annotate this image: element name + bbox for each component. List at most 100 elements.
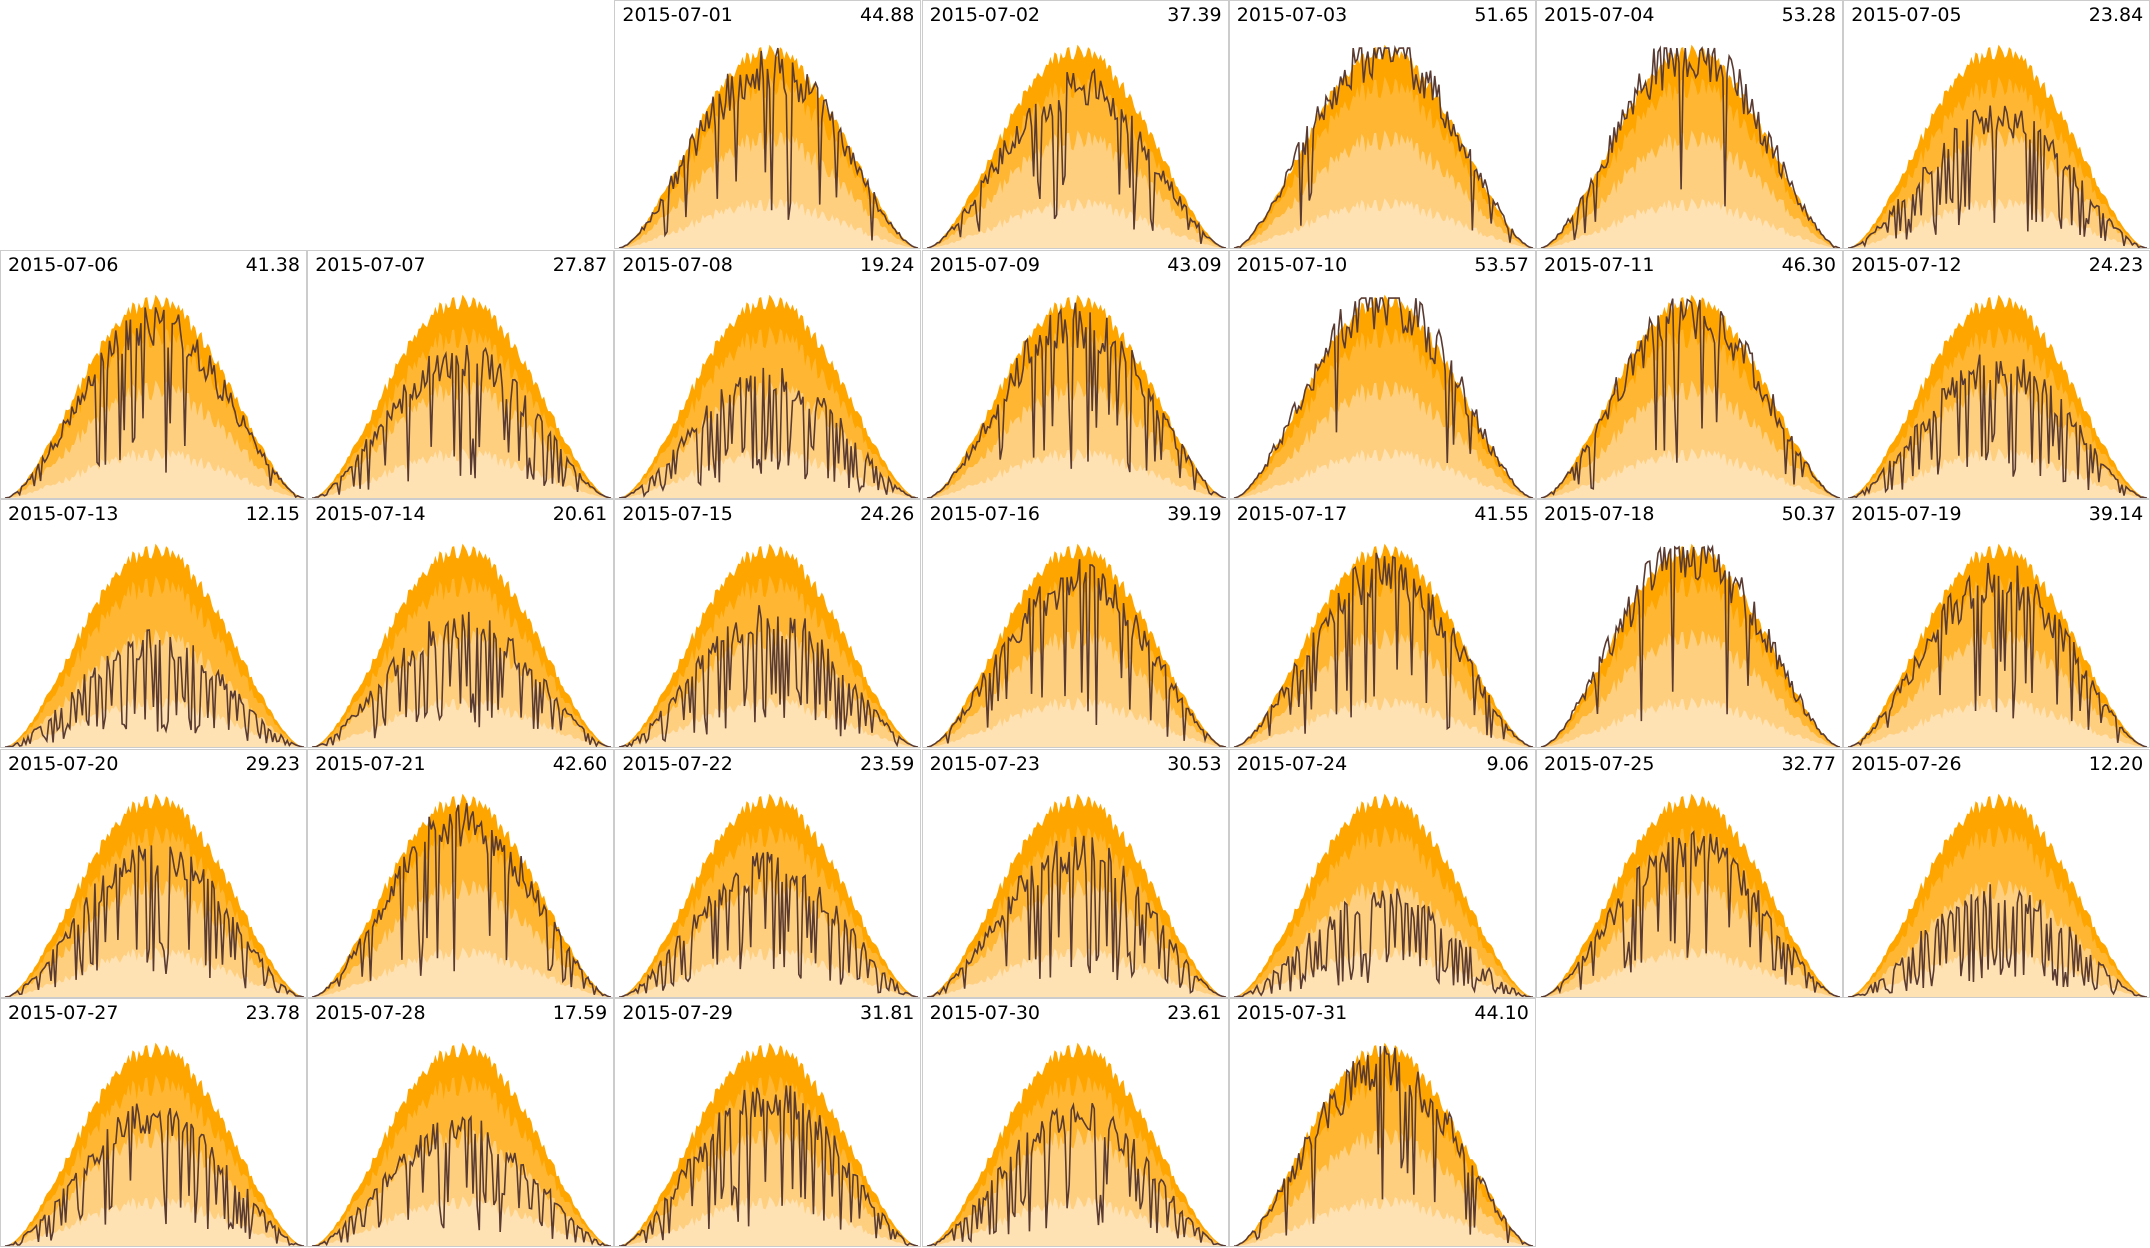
band-lower bbox=[1233, 629, 1533, 747]
day-cell-2015-07-23: 2015-07-23 30.53 bbox=[921, 748, 1229, 998]
production-line bbox=[1233, 887, 1533, 997]
day-chart bbox=[4, 793, 305, 997]
day-total-label: 53.57 bbox=[1474, 253, 1529, 276]
band-inner bbox=[619, 946, 919, 997]
day-chart bbox=[619, 543, 919, 747]
day-total-label: 24.26 bbox=[859, 503, 915, 525]
production-line bbox=[926, 835, 1226, 997]
production-line bbox=[312, 611, 612, 747]
day-chart bbox=[1540, 543, 1841, 747]
day-total-label: 31.81 bbox=[859, 1002, 915, 1024]
day-chart bbox=[926, 44, 1226, 248]
band-lower bbox=[1541, 878, 1840, 997]
day-cell-2015-07-29: 2015-07-29 31.81 bbox=[614, 998, 922, 1247]
band-inner bbox=[5, 447, 304, 498]
day-date-label: 2015-07-10 bbox=[1236, 253, 1348, 276]
production-line bbox=[312, 344, 612, 498]
band-inner bbox=[1233, 198, 1533, 248]
day-total-label: 12.15 bbox=[245, 503, 300, 525]
day-cell-2015-07-20: 2015-07-20 29.23 bbox=[0, 748, 307, 998]
day-date-label: 2015-07-01 bbox=[622, 4, 733, 26]
day-total-label: 39.19 bbox=[1167, 503, 1222, 525]
day-total-label: 29.23 bbox=[245, 752, 300, 775]
day-date-label: 2015-07-04 bbox=[1544, 4, 1655, 26]
production-line bbox=[1848, 354, 2148, 498]
day-cell-2015-07-22: 2015-07-22 23.59 bbox=[614, 748, 922, 998]
day-cell-2015-07-25: 2015-07-25 32.77 bbox=[1536, 748, 1843, 998]
production-line bbox=[926, 68, 1226, 248]
day-total-label: 30.53 bbox=[1167, 752, 1222, 775]
production-line bbox=[1540, 829, 1841, 997]
day-chart bbox=[1233, 543, 1533, 747]
band-inner bbox=[619, 198, 919, 248]
band-inner bbox=[1541, 697, 1840, 747]
day-date-label: 2015-07-20 bbox=[8, 752, 119, 775]
day-cell-2015-07-31: 2015-07-31 44.10 bbox=[1228, 998, 1536, 1247]
day-date-label: 2015-07-14 bbox=[315, 503, 426, 525]
day-chart bbox=[1540, 793, 1841, 997]
band-lower bbox=[619, 1128, 919, 1246]
day-date-label: 2015-07-06 bbox=[8, 253, 119, 276]
production-line bbox=[4, 844, 305, 997]
day-date-label: 2015-07-19 bbox=[1851, 503, 1962, 525]
day-cell-2015-07-07: 2015-07-07 27.87 bbox=[307, 249, 615, 499]
day-cell-2015-07-26: 2015-07-26 12.20 bbox=[1843, 748, 2150, 998]
day-chart bbox=[1540, 44, 1841, 248]
day-chart bbox=[1233, 793, 1533, 997]
band-inner bbox=[1541, 946, 1840, 997]
day-total-label: 20.61 bbox=[552, 503, 608, 525]
band-inner bbox=[5, 697, 304, 747]
day-cell-2015-07-06: 2015-07-06 41.38 bbox=[0, 249, 307, 499]
day-date-label: 2015-07-12 bbox=[1851, 253, 1962, 276]
band-lower bbox=[619, 130, 919, 248]
day-date-label: 2015-07-28 bbox=[315, 1002, 426, 1024]
band-inner bbox=[926, 946, 1226, 997]
day-date-label: 2015-07-27 bbox=[8, 1002, 119, 1024]
band-inner bbox=[312, 1196, 612, 1246]
day-chart bbox=[1540, 294, 1841, 498]
day-cell-2015-07-16: 2015-07-16 39.19 bbox=[921, 499, 1229, 748]
band-lower bbox=[926, 379, 1226, 498]
day-cell-2015-07-27: 2015-07-27 23.78 bbox=[0, 998, 307, 1247]
production-line bbox=[4, 306, 305, 498]
production-line bbox=[1233, 1045, 1533, 1246]
day-total-label: 41.55 bbox=[1474, 503, 1529, 525]
day-date-label: 2015-07-15 bbox=[622, 503, 733, 525]
day-chart bbox=[619, 793, 919, 997]
band-inner bbox=[1233, 1196, 1533, 1246]
day-total-label: 37.39 bbox=[1167, 4, 1222, 26]
band-inner bbox=[926, 697, 1226, 747]
production-line bbox=[312, 802, 612, 997]
band-inner bbox=[1848, 697, 2148, 747]
production-line bbox=[1540, 297, 1841, 498]
day-chart bbox=[312, 543, 612, 747]
day-cell-2015-07-13: 2015-07-13 12.15 bbox=[0, 499, 307, 748]
day-total-label: 12.20 bbox=[2088, 752, 2144, 775]
day-chart bbox=[1848, 543, 2148, 747]
day-date-label: 2015-07-05 bbox=[1851, 4, 1962, 26]
band-lower bbox=[1848, 379, 2148, 498]
band-inner bbox=[619, 447, 919, 498]
day-date-label: 2015-07-07 bbox=[315, 253, 426, 276]
day-cell-2015-07-08: 2015-07-08 19.24 bbox=[614, 249, 922, 499]
day-chart bbox=[926, 294, 1226, 498]
production-line bbox=[619, 851, 919, 997]
day-chart bbox=[4, 294, 305, 498]
band-inner bbox=[312, 946, 612, 997]
day-total-label: 17.59 bbox=[552, 1002, 608, 1024]
day-date-label: 2015-07-24 bbox=[1236, 752, 1348, 775]
production-line bbox=[1233, 45, 1533, 248]
day-chart bbox=[1848, 294, 2148, 498]
band-inner bbox=[926, 447, 1226, 498]
day-cell-2015-07-11: 2015-07-11 46.30 bbox=[1536, 249, 1843, 499]
day-cell-2015-07-12: 2015-07-12 24.23 bbox=[1843, 249, 2150, 499]
band-inner bbox=[1848, 198, 2148, 248]
day-chart bbox=[619, 294, 919, 498]
band-lower bbox=[312, 878, 612, 997]
day-date-label: 2015-07-11 bbox=[1544, 253, 1655, 276]
band-inner bbox=[1541, 198, 1840, 248]
day-cell-2015-07-09: 2015-07-09 43.09 bbox=[921, 249, 1229, 499]
production-line bbox=[312, 1114, 612, 1246]
day-cell-2015-07-15: 2015-07-15 24.26 bbox=[614, 499, 922, 748]
